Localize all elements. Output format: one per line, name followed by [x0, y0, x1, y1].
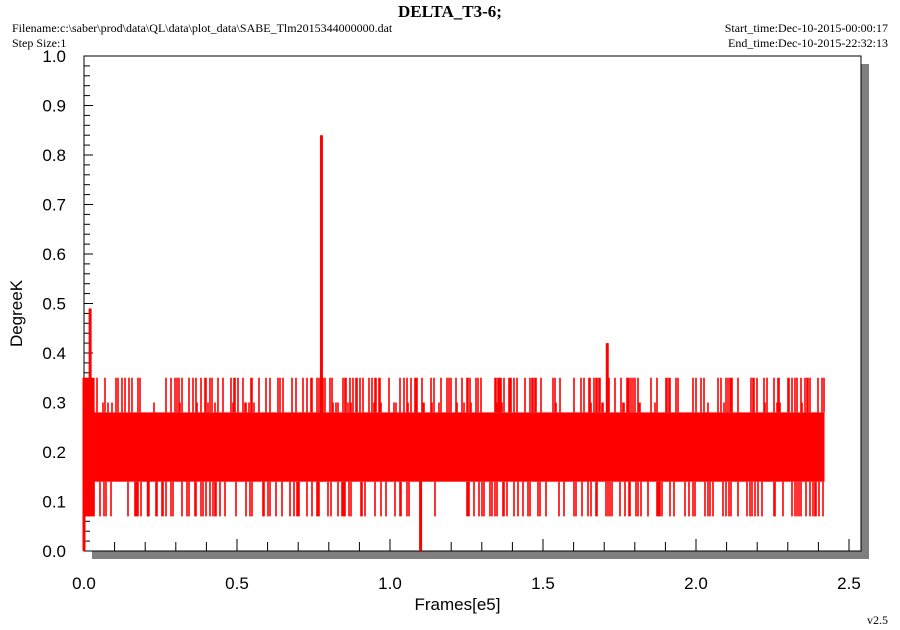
tick-labels: 0.0 0.1 0.2 0.3 0.4 0.5 0.6 0.7 0.8 0.9 1.0 0.0 0.5 1… [42, 47, 860, 593]
y-tick-label: 0.9 [42, 97, 66, 116]
x-tick-label: 2.0 [684, 574, 708, 593]
series-band [84, 412, 825, 482]
y-tick-label: 0.5 [42, 295, 66, 314]
y-tick-label: 0.4 [42, 344, 66, 363]
y-tick-label: 0.8 [42, 146, 66, 165]
y-tick-label: 0.7 [42, 196, 66, 215]
end-time-label: End_time:Dec-10-2015-22:32:13 [728, 36, 888, 50]
x-tick-label: 1.5 [531, 574, 555, 593]
chart-title: DELTA_T3-6; [398, 2, 502, 21]
y-tick-label: 0.1 [42, 493, 66, 512]
y-axis-label: DegreeK [7, 279, 26, 347]
y-tick-label: 0.3 [42, 394, 66, 413]
start-time-label: Start_time:Dec-10-2015-00:00:17 [724, 21, 888, 35]
y-tick-label: 0.0 [42, 542, 66, 561]
y-tick-label: 1.0 [42, 47, 66, 66]
x-axis-label: Frames[e5] [415, 595, 501, 614]
x-tick-label: 1.0 [378, 574, 402, 593]
step-size-label: Step Size:1 [12, 36, 67, 50]
x-tick-label: 0.0 [72, 574, 96, 593]
x-tick-label: 0.5 [225, 574, 249, 593]
x-tick-label: 2.5 [837, 574, 861, 593]
y-tick-label: 0.6 [42, 245, 66, 264]
y-tick-label: 0.2 [42, 443, 66, 462]
filename-label: Filename:c:\saber\prod\data\QL\data\plot… [12, 21, 393, 35]
series-line [82, 135, 825, 551]
version-label: v2.5 [867, 613, 888, 627]
